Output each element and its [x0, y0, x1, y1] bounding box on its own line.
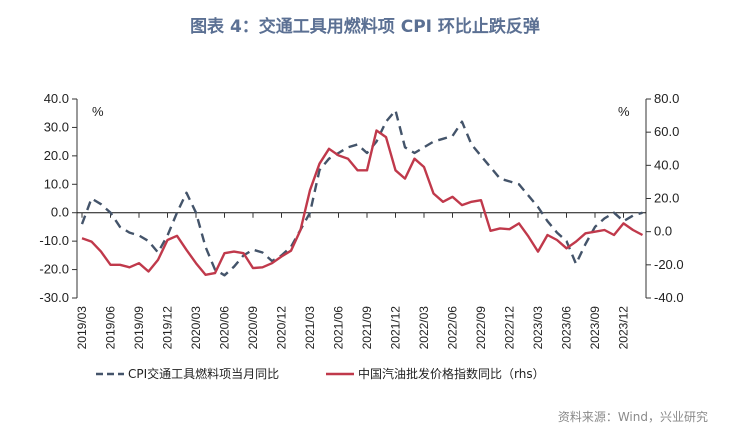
x-tick-label: 2020/12 — [275, 306, 289, 350]
x-tick-label: 2023/09 — [588, 306, 602, 350]
left-unit-label: % — [92, 104, 104, 119]
legend-label: CPI交通工具燃料项当月同比 — [128, 366, 279, 381]
y-right-tick-label: 60.0 — [654, 124, 679, 139]
x-tick-label: 2022/12 — [503, 306, 517, 350]
right-unit-label: % — [618, 104, 630, 119]
x-tick-label: 2021/12 — [389, 306, 403, 350]
x-tick-label: 2020/03 — [189, 306, 203, 350]
y-right-tick-label: -20.0 — [654, 257, 684, 272]
y-left-tick-label: 30.0 — [44, 119, 69, 134]
y-right-tick-label: -40.0 — [654, 290, 684, 305]
x-tick-label: 2019/12 — [161, 306, 175, 350]
y-right-tick-label: 20.0 — [654, 191, 679, 206]
x-tick-label: 2022/03 — [417, 306, 431, 350]
x-tick-label: 2020/06 — [218, 306, 232, 350]
x-tick-label: 2023/03 — [531, 306, 545, 350]
cpi-fuel-yoy-line — [80, 109, 643, 277]
x-tick-label: 2021/09 — [360, 306, 374, 350]
gasoline-wholesale-yoy-line — [81, 129, 644, 276]
y-left-tick-label: 20.0 — [44, 148, 69, 163]
y-left-tick-label: 40.0 — [44, 91, 69, 106]
y-left-tick-label: 0.0 — [51, 205, 69, 220]
y-left-tick-label: 10.0 — [44, 176, 69, 191]
x-tick-label: 2019/03 — [75, 306, 89, 350]
x-tick-label: 2020/09 — [246, 306, 260, 350]
y-right-tick-label: 40.0 — [654, 157, 679, 172]
x-tick-label: 2019/06 — [104, 306, 118, 350]
x-tick-label: 2022/06 — [446, 306, 460, 350]
x-tick-label: 2021/06 — [332, 306, 346, 350]
y-right-tick-label: 80.0 — [654, 91, 679, 106]
x-tick-label: 2023/06 — [560, 306, 574, 350]
y-left-tick-label: -20.0 — [39, 262, 69, 277]
chart-title: 图表 4：交通工具用燃料项 CPI 环比止跌反弹 — [190, 17, 540, 37]
y-left-tick-label: -30.0 — [39, 290, 69, 305]
y-right-tick-label: 0.0 — [654, 224, 672, 239]
source-note: 资料来源：Wind，兴业研究 — [557, 410, 708, 424]
x-tick-label: 2023/12 — [617, 306, 631, 350]
y-left-tick-label: -10.0 — [39, 233, 69, 248]
legend-label: 中国汽油批发价格指数同比（rhs） — [358, 366, 545, 381]
x-tick-label: 2022/09 — [474, 306, 488, 350]
x-tick-label: 2019/09 — [132, 306, 146, 350]
x-tick-label: 2021/03 — [303, 306, 317, 350]
